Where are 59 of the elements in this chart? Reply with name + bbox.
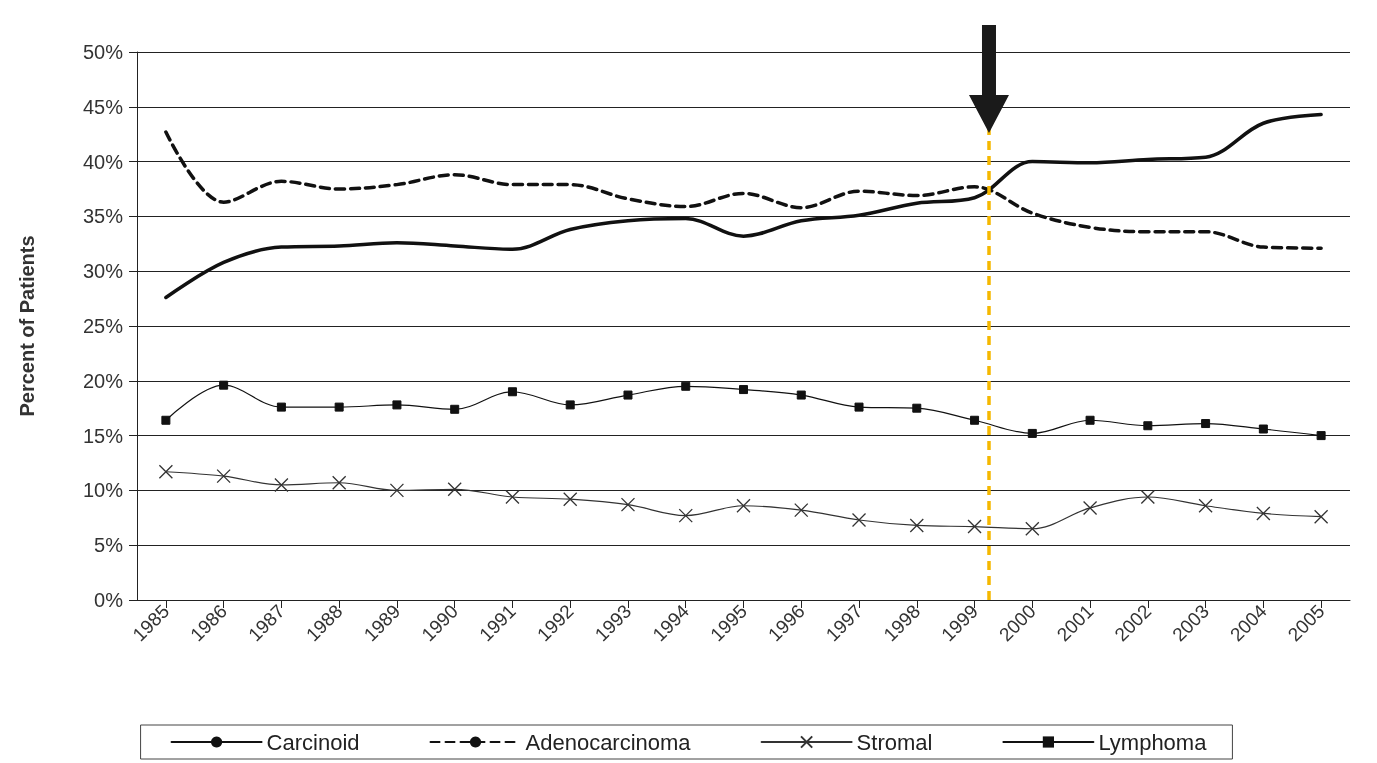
y-tick-label: 30% [82,260,124,283]
point [389,483,405,498]
point [158,464,174,479]
point [1316,431,1326,441]
point [563,492,578,507]
point [274,477,289,493]
y-tick-label: 0% [94,589,124,611]
point [678,508,693,523]
y-tick-label: 5% [94,534,124,557]
y-tick-label: 25% [82,315,124,337]
point [854,402,864,412]
point [1140,489,1155,505]
line-series [164,112,1323,300]
y-tick-label: 15% [82,424,124,447]
point [1201,419,1211,429]
y-tick-label: 35% [82,205,124,228]
legend-label: Stromal [856,729,933,755]
point [1258,424,1268,434]
point [739,385,748,395]
y-tick-label: 40% [82,150,124,173]
point [447,482,462,497]
point [1198,498,1213,513]
point [736,498,751,513]
point [970,415,980,425]
point [1082,500,1098,516]
point [505,489,520,505]
y-tick-label: 10% [82,479,124,502]
point [1027,428,1037,438]
point [1025,521,1040,536]
point [219,380,229,390]
point [623,390,633,400]
point [334,402,344,412]
point [794,502,809,518]
point [1143,421,1153,431]
y-axis-title: Percent of Patients [16,235,38,417]
point [332,475,347,490]
point [161,415,171,425]
legend-label: Lymphoma [1098,729,1208,755]
point [796,390,806,400]
point [450,404,460,414]
legend-label: Adenocarcinoma [525,729,692,755]
y-tick-label: 45% [82,95,124,118]
point [507,387,517,397]
point [851,512,867,528]
point [967,519,982,534]
y-tick-label: 50% [82,41,124,63]
point [216,469,231,484]
legend-label: Carcinoid [266,729,360,755]
point [620,497,636,512]
point [681,381,691,391]
point [912,403,922,413]
point [276,402,286,412]
point [565,400,575,410]
point [1085,415,1095,425]
point [1313,509,1329,524]
point [392,400,402,410]
y-tick-label: 20% [82,369,124,392]
point [909,518,924,533]
point [1256,506,1271,521]
